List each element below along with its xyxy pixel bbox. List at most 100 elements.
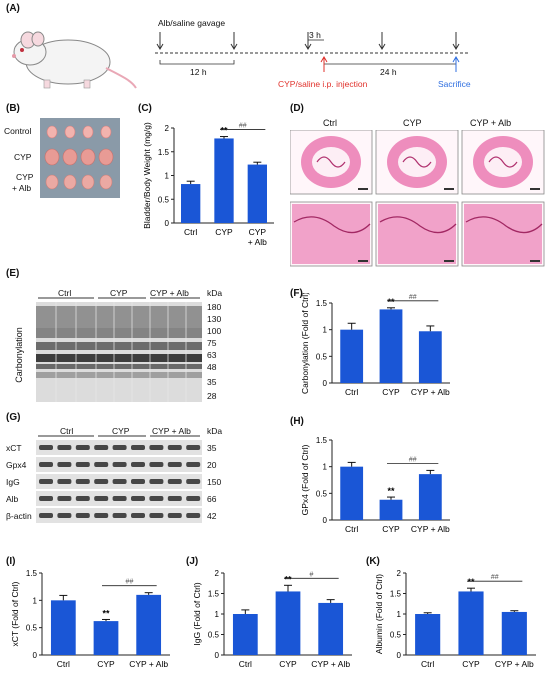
blot-band [149, 462, 164, 467]
gavage-label: Alb/saline gavage [158, 18, 226, 28]
bar [50, 600, 76, 655]
group-ctrl-e: Ctrl [58, 288, 72, 298]
blot-band [75, 513, 90, 518]
y-axis-label: IgG (Fold of Ctrl) [192, 582, 202, 645]
blot-band [57, 479, 72, 484]
bladder-photo [40, 118, 120, 198]
y-tick-label: 1 [33, 596, 38, 605]
blot-strip-bands [39, 479, 201, 484]
chart-k: 0 0.5 1 1.5 2 Albumin (Fold of Ctrl) Ctrl CYP CY… [374, 569, 536, 669]
blot-band [167, 462, 182, 467]
x-tick-label: CYP [279, 659, 297, 669]
blot-band [94, 513, 109, 518]
blot-band [167, 496, 182, 501]
panel-label-h: (H) [290, 416, 304, 427]
y-tick-label: 0 [165, 219, 170, 228]
scale-bar [444, 260, 454, 262]
group-lines-g [38, 435, 200, 437]
y-tick-label: 0 [215, 651, 220, 660]
marker-48: 48 [207, 362, 217, 372]
histology-grid [290, 130, 545, 267]
y-tick-label: 0 [397, 651, 402, 660]
tissue-section [292, 204, 370, 264]
y-tick-label: 1 [215, 610, 220, 619]
blot-band [131, 496, 145, 501]
blot-row-label: Alb [6, 494, 19, 504]
x-tick-label: CYP [462, 659, 480, 669]
bracket-label: ## [409, 294, 417, 301]
blot-band [57, 462, 72, 467]
blot-strip [36, 508, 202, 523]
blot-strip-bands [39, 445, 201, 450]
group-cyp-g: CYP [112, 426, 130, 436]
blot-band [149, 496, 164, 501]
blot-strip-bands [39, 496, 201, 501]
tissue-layer [465, 216, 543, 234]
y-axis-label: Carbonylation (Fold of Ctrl) [300, 293, 310, 394]
blot-band [39, 496, 53, 501]
blot-band [167, 445, 182, 450]
panel-label-e: (E) [6, 268, 20, 279]
panel-label-k: (K) [366, 556, 380, 567]
blot-strip [36, 440, 202, 455]
blot-band [39, 445, 53, 450]
bar [232, 614, 258, 655]
x-tick-label: CYP + Alb [411, 524, 450, 534]
chart-h: 0 0.5 1 1.5 GPx4 (Fold of Ctrl) Ctrl CYP CYP + … [300, 436, 450, 534]
group-cyp-e: CYP [110, 288, 128, 298]
injection-label: CYP/saline i.p. injection [278, 79, 368, 89]
y-axis-label: Bladder/Body Weight (mg/g) [142, 122, 152, 229]
chart-c: 0 0.5 1 1.5 2 Bladder/Body Weight (mg/g) Ctrl C… [142, 122, 274, 247]
x-tick-label: Ctrl [184, 227, 197, 237]
urothelium-fold [316, 156, 346, 168]
row-label-cyp: CYP [14, 152, 32, 162]
carbonylation-blot [36, 302, 202, 402]
panel-label-g: (G) [6, 412, 21, 423]
bracket-label: ## [409, 456, 417, 463]
y-tick-label: 0.5 [316, 489, 328, 498]
group-ctrl-g: Ctrl [60, 426, 74, 436]
3h-label: 3 h [309, 30, 321, 40]
marker-63: 63 [207, 350, 217, 360]
blot-band [94, 479, 109, 484]
24h-label: 24 h [380, 67, 397, 77]
x-tick-label: CYP [215, 227, 233, 237]
urothelium-fold [488, 156, 518, 168]
blot-band [186, 462, 201, 467]
y-axis-label: xCT (Fold of Ctrl) [10, 581, 20, 646]
x-tick-label: CYP [97, 659, 115, 669]
blot-band [75, 479, 90, 484]
scale-bar [444, 188, 454, 190]
blot-strip [36, 474, 202, 489]
x-tick-label: Ctrl [57, 659, 70, 669]
y-tick-label: 0 [33, 651, 38, 660]
row-label-cyp-alb-2: + Alb [12, 183, 32, 193]
bar [340, 466, 364, 520]
blot-band [186, 445, 201, 450]
scale-bar [358, 188, 368, 190]
marker-35: 35 [207, 377, 217, 387]
y-tick-label: 0.5 [158, 195, 170, 204]
scale-bar [358, 260, 368, 262]
significance-label: ** [220, 126, 228, 136]
row-label-cyp-alb-1: CYP [16, 172, 34, 182]
blot-band [131, 462, 145, 467]
chart-i: 0 0.5 1 1.5 xCT (Fold of Ctrl) Ctrl CYP CYP + A… [10, 569, 170, 669]
blot-band [112, 513, 127, 518]
blot-row-kda: 20 [207, 460, 217, 470]
marker-100: 100 [207, 326, 222, 336]
x-tick-label: CYP [382, 524, 400, 534]
y-tick-label: 0.5 [316, 352, 328, 361]
significance-label: ** [467, 577, 475, 587]
y-tick-label: 1 [323, 326, 328, 335]
bar [501, 611, 527, 655]
bladder-photo-shapes [44, 125, 114, 190]
bar [415, 614, 441, 655]
tissue-section [378, 204, 456, 264]
bar [340, 329, 364, 383]
blot-band [75, 445, 90, 450]
chart-f: 0 0.5 1 1.5 Carbonylation (Fold of Ctrl) Ctrl… [300, 293, 450, 397]
y-tick-label: 1.5 [158, 148, 170, 157]
blot-row-kda: 150 [207, 477, 222, 487]
group-cyp-alb-g: CYP + Alb [152, 426, 191, 436]
